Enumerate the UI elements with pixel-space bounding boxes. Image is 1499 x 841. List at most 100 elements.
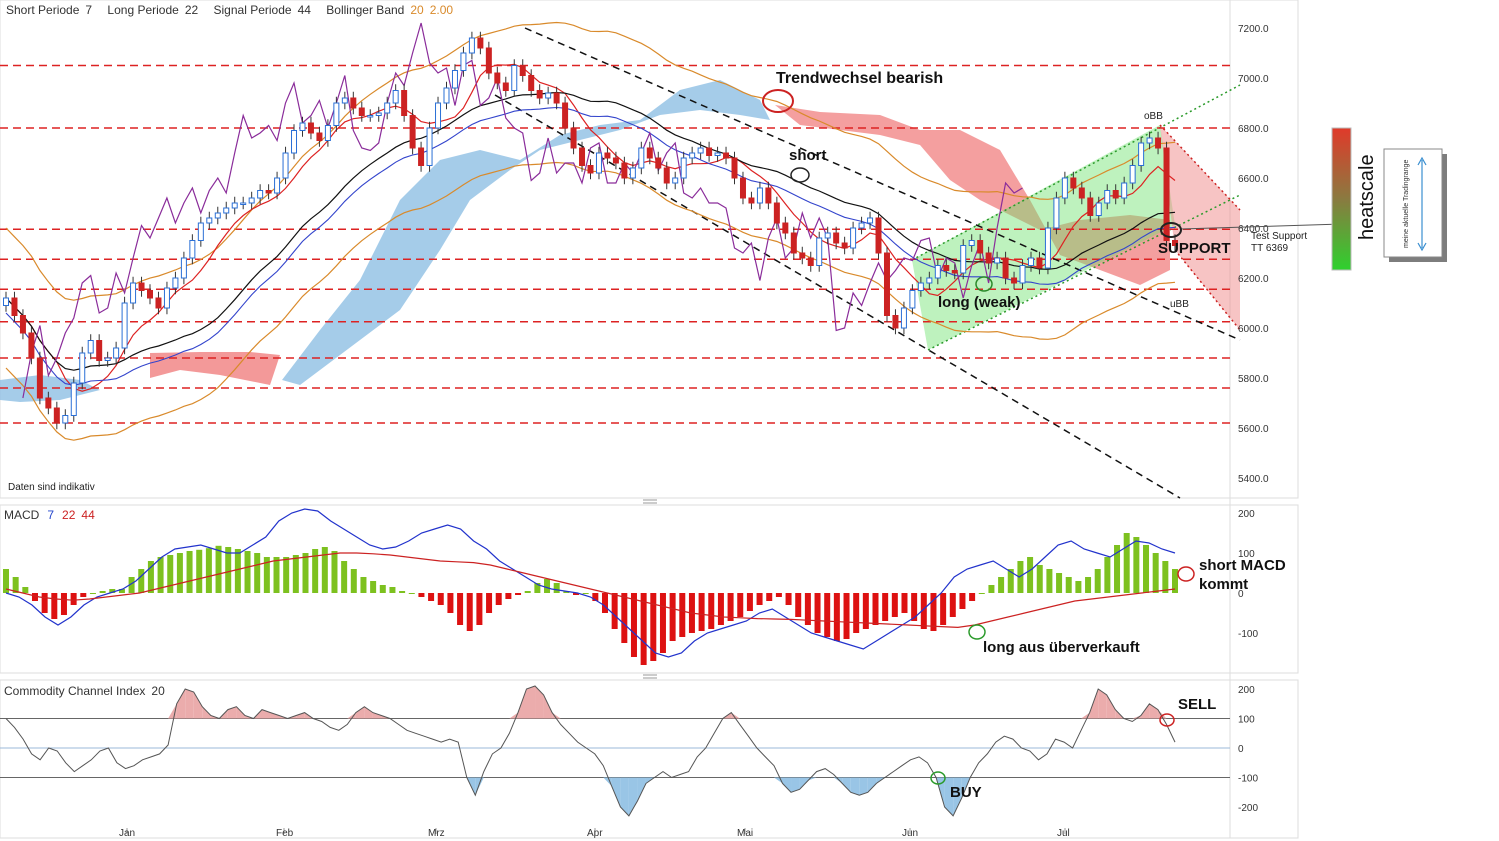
candle-body: [977, 240, 984, 254]
price-tick-label: 5400.0: [1238, 474, 1269, 485]
macd-histogram-bar: [901, 593, 908, 613]
cci-oversold-fill: [782, 777, 792, 793]
month-label: Jul: [1057, 828, 1070, 839]
long-weak-label: long (weak): [938, 294, 1021, 311]
bollinger-upper: [5, 21, 1176, 301]
candle-body: [180, 257, 187, 279]
macd-histogram-bar: [486, 593, 493, 613]
macd-histogram-bar: [1104, 557, 1111, 593]
price-tick-label: 6400.0: [1238, 224, 1269, 235]
macd-histogram-bar: [1007, 569, 1014, 593]
macd-histogram-bar: [379, 585, 386, 593]
candle-body: [519, 65, 526, 76]
cci-tick-label: 0: [1238, 744, 1244, 755]
candle-body: [545, 92, 552, 99]
candle-body: [782, 222, 789, 234]
candle-body: [375, 112, 382, 116]
macd-histogram-bar: [949, 593, 956, 617]
candle-body: [900, 307, 907, 329]
cci-tick-label: 100: [1238, 715, 1255, 726]
macd-histogram-bar: [601, 593, 608, 613]
splitter-grip-1[interactable]: [643, 499, 657, 504]
cci-layer: [0, 685, 1230, 817]
ubb-label: uBB: [1170, 299, 1189, 310]
candle-body: [1146, 137, 1153, 144]
cci-overbought-fill: [372, 712, 382, 719]
candle-body: [70, 382, 77, 416]
macd-histogram-bar: [534, 583, 541, 593]
macd-histogram-bar: [109, 589, 116, 593]
candle-body: [274, 177, 281, 194]
cci-overbought-fill: [270, 712, 280, 719]
macd-histogram-bar: [843, 593, 850, 639]
month-label: Jan: [119, 828, 135, 839]
candle-body: [672, 177, 679, 184]
obb-label: oBB: [1144, 111, 1163, 122]
cci-overbought-fill: [543, 694, 553, 719]
macd-histogram-bar: [766, 593, 773, 601]
macd-histogram-bar: [717, 593, 724, 625]
macd-tick-label: 100: [1238, 549, 1255, 560]
splitter-grip-2[interactable]: [643, 674, 657, 679]
cci-overbought-fill: [1098, 689, 1107, 719]
cci-overbought-fill: [227, 706, 237, 719]
candle-body: [867, 217, 874, 224]
uptrend-channel: [912, 125, 1175, 350]
candle-body: [739, 177, 746, 199]
macd-histogram-bar: [650, 593, 657, 661]
macd-histogram-bar: [515, 593, 522, 595]
sell-circle: [1159, 713, 1175, 727]
macd-histogram-bar: [1114, 545, 1121, 593]
macd-histogram-bar: [41, 593, 48, 613]
cci-panel-frame: [0, 679, 1299, 839]
macd-histogram-bar: [524, 591, 531, 593]
macd-histogram-bar: [891, 593, 898, 617]
cci-overbought-fill: [1149, 703, 1158, 719]
short-macd-label-2: kommt: [1199, 576, 1248, 593]
candle-body: [511, 65, 518, 91]
macd-histogram-bar: [940, 593, 947, 625]
cci-overbought-fill: [526, 686, 536, 719]
candle-body: [621, 162, 628, 179]
month-label: Jun: [902, 828, 918, 839]
heatscale-label: heatscale: [1356, 154, 1378, 240]
macd-histogram-bar: [70, 593, 77, 605]
macd-histogram-bar: [592, 593, 599, 601]
candle-body: [104, 357, 111, 361]
candle-body: [121, 302, 128, 349]
candle-body: [367, 115, 374, 118]
cci-oversold-fill: [953, 777, 962, 816]
candle-body: [87, 340, 94, 354]
cci-oversold-fill: [867, 777, 877, 793]
candle-body: [324, 125, 331, 141]
macd-histogram-bar: [833, 593, 840, 641]
macd-histogram-bar: [399, 591, 406, 593]
candle-body: [384, 102, 391, 114]
macd-histogram-bar: [1046, 569, 1053, 593]
macd-histogram-bar: [1143, 545, 1150, 593]
macd-histogram-bar: [920, 593, 927, 629]
candle-body: [62, 415, 69, 424]
macd-histogram-bar: [1152, 553, 1159, 593]
candle-body: [1155, 137, 1162, 149]
macd-histogram-bar: [476, 593, 483, 625]
candle-body: [282, 152, 289, 179]
candle-body: [714, 152, 721, 156]
candle-body: [1172, 240, 1178, 246]
macd-histogram-bar: [505, 593, 512, 599]
macd-histogram-bar: [804, 593, 811, 625]
candle-body: [748, 197, 755, 204]
candle-body: [502, 82, 509, 91]
candle-body: [1163, 147, 1170, 241]
macd-histogram-bar: [1027, 557, 1034, 593]
macd-histogram-bar: [930, 593, 937, 631]
cci-overbought-fill: [364, 706, 373, 719]
macd-histogram-bar: [698, 593, 705, 631]
candle-body: [985, 252, 992, 264]
cci-overbought-fill: [1106, 694, 1116, 719]
short-annotation: short: [789, 147, 827, 164]
cci-oversold-fill: [603, 777, 612, 787]
macd-histogram-bar: [573, 593, 580, 595]
cci-tick-label: -200: [1238, 803, 1258, 814]
candle-body: [562, 102, 569, 129]
